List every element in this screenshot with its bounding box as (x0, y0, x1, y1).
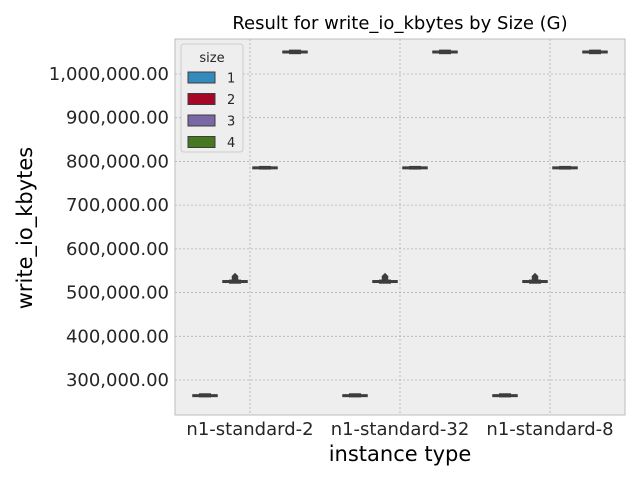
legend-label: 3 (227, 115, 235, 130)
y-tick-label: 400,000.00 (66, 326, 169, 347)
legend: size 1 2 3 4 (180, 43, 244, 153)
legend-label: 2 (227, 93, 235, 108)
y-tick-label: 600,000.00 (66, 239, 169, 260)
y-tick-label: 1,000,000.00 (49, 64, 169, 85)
y-axis-label: write_io_kbytes (13, 147, 38, 310)
x-axis-label: instance type (329, 442, 472, 466)
x-axis-ticks: n1-standard-2 n1-standard-32 n1-standard-8 (186, 419, 613, 440)
legend-title: size (199, 51, 224, 66)
legend-swatch (187, 136, 216, 148)
x-tick-label: n1-standard-32 (331, 419, 470, 440)
gridlines (175, 39, 625, 415)
legend-swatch (187, 93, 216, 105)
x-tick-label: n1-standard-2 (186, 419, 313, 440)
outlier-marker (531, 272, 539, 280)
chart-title: Result for write_io_kbytes by Size (G) (232, 13, 567, 34)
outlier-marker (381, 272, 389, 280)
y-tick-label: 900,000.00 (66, 108, 169, 129)
y-tick-label: 500,000.00 (66, 283, 169, 304)
x-tick-label: n1-standard-8 (486, 419, 613, 440)
y-tick-label: 800,000.00 (66, 151, 169, 172)
legend-label: 4 (227, 136, 235, 151)
y-axis-ticks: 300,000.00 400,000.00 500,000.00 600,000.00… (49, 64, 169, 391)
outlier-marker (231, 272, 239, 280)
legend-swatch (187, 114, 216, 127)
legend-label: 1 (227, 72, 235, 87)
y-tick-label: 700,000.00 (66, 195, 169, 216)
legend-swatch (187, 71, 216, 84)
box-series (192, 49, 608, 398)
y-tick-label: 300,000.00 (66, 370, 169, 391)
